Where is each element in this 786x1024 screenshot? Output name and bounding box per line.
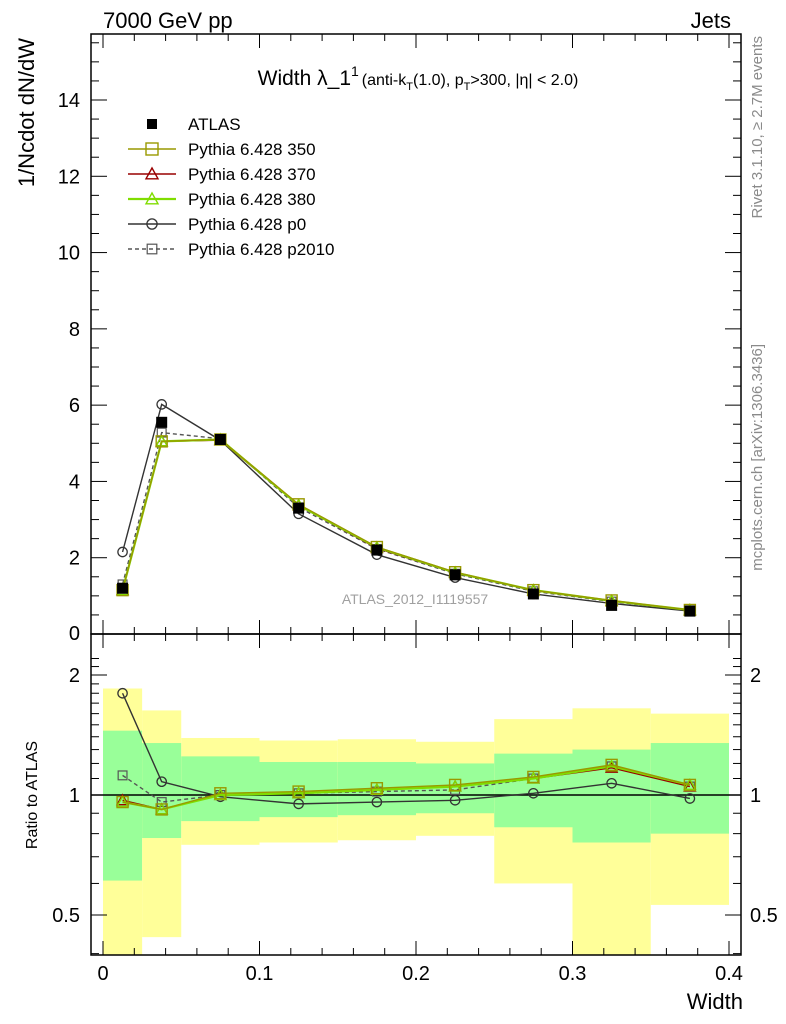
main-y-tick-label: 0 <box>69 623 80 645</box>
legend-marker-p350 <box>145 142 159 156</box>
ratio-y-tick-label-right: 1 <box>750 785 761 807</box>
point-atlas <box>449 569 461 581</box>
ratio-uncertainty-bands <box>91 688 741 955</box>
x-tick-label: 0.1 <box>246 963 274 985</box>
point-p370 <box>115 793 130 806</box>
point-p350 <box>683 778 697 792</box>
main-y-tick-label: 4 <box>69 471 80 493</box>
series-line-p380 <box>121 438 691 612</box>
plot-title: Width λ_11(anti-kT(1.0), pT>300, |η| < 2… <box>258 63 579 93</box>
main-y-tick-label: 14 <box>58 90 80 112</box>
point-atlas <box>117 582 129 594</box>
point-p0 <box>117 546 128 558</box>
series-line-p0 <box>121 692 691 805</box>
legend-label-atlas: ATLAS <box>188 115 241 134</box>
point-p350 <box>155 435 168 448</box>
point-p0 <box>371 796 383 808</box>
legend-marker-p2010 <box>146 243 158 255</box>
point-p2010 <box>117 770 128 781</box>
main-y-tick-label: 12 <box>58 166 80 188</box>
mcplots-label: mcplots.cern.ch [arXiv:1306.3436] <box>749 344 766 571</box>
series-line-p350 <box>121 438 690 611</box>
point-p350 <box>527 770 540 784</box>
ratio-y-tick-label-left: 2 <box>69 665 80 687</box>
point-p350 <box>605 758 618 772</box>
point-atlas <box>371 544 383 556</box>
point-p2010 <box>156 797 167 808</box>
ratio-y-tick-label-right: 2 <box>750 665 761 687</box>
series-line-p350 <box>122 764 691 811</box>
point-p350 <box>448 778 462 792</box>
point-atlas <box>214 433 226 445</box>
x-tick-label: 0.2 <box>402 963 430 985</box>
rivet-label: Rivet 3.1.10, ≥ 2.7M events <box>749 36 766 219</box>
series-line-p2010 <box>121 431 690 612</box>
ratio-y-tick-label-left: 0.5 <box>52 905 80 927</box>
point-atlas <box>527 588 539 600</box>
point-p380 <box>115 795 130 808</box>
header-right: Jets <box>691 8 731 33</box>
point-atlas <box>293 502 305 514</box>
main-y-tick-label: 8 <box>69 319 80 341</box>
header-left: 7000 GeV pp <box>103 8 233 33</box>
point-p350 <box>370 782 384 795</box>
analysis-watermark: ATLAS_2012_I1119557 <box>342 591 489 607</box>
point-p0 <box>528 787 539 799</box>
series-line-p370 <box>121 439 690 612</box>
legend-marker-p380 <box>144 191 160 205</box>
legend-label-p370: Pythia 6.428 370 <box>188 165 316 184</box>
legend-label-p380: Pythia 6.428 380 <box>188 190 316 209</box>
point-atlas <box>684 605 696 617</box>
ratio-y-tick-label-right: 0.5 <box>750 905 778 927</box>
point-p0 <box>684 793 696 804</box>
legend-label-p2010: Pythia 6.428 p2010 <box>188 240 335 259</box>
point-p350 <box>214 787 227 800</box>
main-ylabel: 1/Ncdot dN/dW <box>14 38 39 187</box>
x-axis-label: Width <box>687 989 743 1014</box>
x-tick-label: 0.3 <box>559 963 587 985</box>
ratio-ylabel: Ratio to ATLAS <box>24 741 41 849</box>
legend-label-p350: Pythia 6.428 350 <box>188 140 316 159</box>
point-p0 <box>606 777 617 789</box>
ratio-panel-series <box>115 687 697 816</box>
title-main: Width λ_1 <box>258 67 351 90</box>
main-panel-series <box>115 399 697 617</box>
point-p350 <box>116 795 129 809</box>
legend-marker-p0 <box>146 218 158 230</box>
title-sub-pre: (anti-k <box>362 72 407 89</box>
x-tick-label: 0 <box>97 963 108 985</box>
title-sub-mid: (1.0), p <box>413 72 464 89</box>
band-inner-bin <box>142 743 182 839</box>
legend-label-p0: Pythia 6.428 p0 <box>188 215 306 234</box>
main-y-tick-label: 6 <box>69 395 80 417</box>
point-p0 <box>117 687 128 699</box>
title-sup: 1 <box>351 63 359 79</box>
point-atlas <box>606 599 618 611</box>
x-tick-label: 0.4 <box>715 963 743 985</box>
point-p0 <box>156 399 168 410</box>
title-sub-post: >300, |η| < 2.0) <box>470 72 578 89</box>
main-y-tick-label: 2 <box>69 548 80 570</box>
point-p0 <box>293 798 304 810</box>
legend-marker-p370 <box>144 166 160 180</box>
series-line-p0 <box>121 403 690 612</box>
point-p0 <box>449 794 461 806</box>
main-y-tick-label: 10 <box>58 243 80 265</box>
band-inner-bin <box>650 743 729 834</box>
legend: ATLAS Pythia 6.428 350 Pythia 6.428 370 Pyt… <box>128 115 335 259</box>
title-sub-t: T <box>406 81 413 93</box>
title-sub-t2: T <box>464 81 471 93</box>
ratio-y-tick-label-left: 1 <box>69 785 80 807</box>
legend-marker-atlas <box>147 119 157 129</box>
point-p350 <box>155 803 168 816</box>
point-p0 <box>156 776 168 788</box>
point-p350 <box>292 785 305 798</box>
point-atlas <box>156 416 168 428</box>
